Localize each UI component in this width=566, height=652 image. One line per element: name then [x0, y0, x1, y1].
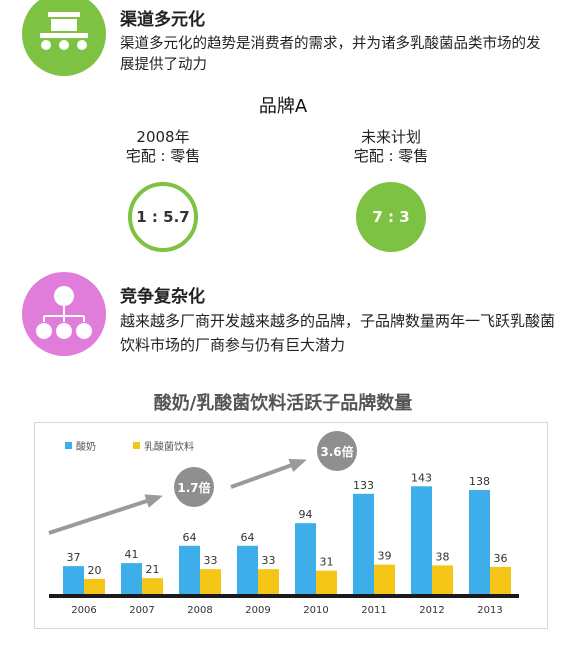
growth-arrow-1-head	[144, 494, 163, 508]
chart-title: 酸奶/乳酸菌饮料活跃子品牌数量	[153, 393, 413, 414]
bar-drink	[258, 569, 279, 594]
bar-value-label: 37	[67, 551, 81, 564]
org-tree-icon	[22, 272, 106, 356]
bar-value-label: 138	[469, 475, 490, 488]
bar-drink	[432, 565, 453, 594]
bar-value-label: 94	[299, 508, 313, 521]
ratio-label-channels: 宅配 : 零售	[353, 147, 429, 165]
x-tick-label: 2009	[245, 605, 270, 616]
bar-drink	[142, 578, 163, 594]
bar-yogurt	[411, 486, 432, 594]
section-channel-body: 渠道多元化的趋势是消费者的需求，并为诸多乳酸菌品类市场的发展提供了动力	[120, 36, 541, 73]
legend-swatch	[65, 442, 72, 449]
x-tick-label: 2008	[187, 605, 212, 616]
section-compete: 竞争复杂化 越来越多厂商开发越来越多的品牌，子品牌数量两年一飞跃乳酸菌饮料市场的…	[0, 272, 566, 372]
section-compete-body: 越来越多厂商开发越来越多的品牌，子品牌数量两年一飞跃乳酸菌饮料市场的厂商参与仍有…	[120, 312, 556, 354]
bar-value-label: 64	[241, 531, 255, 544]
bar-drink	[84, 578, 105, 594]
growth-arrow-2-head	[288, 458, 307, 472]
store-cart-icon	[22, 0, 106, 76]
bar-yogurt	[469, 490, 490, 594]
bar-value-label: 133	[353, 479, 374, 492]
x-tick-label: 2010	[303, 605, 328, 616]
bar-chart: 酸奶 乳酸菌饮料 1.7倍 3.6倍 37 20 2006 41 21 2007 64 33 2008 6…	[34, 422, 548, 629]
x-tick-label: 2013	[477, 605, 502, 616]
brand-title: 品牌A	[258, 96, 308, 117]
bar-value-label: 21	[146, 563, 160, 576]
x-tick-label: 2006	[71, 605, 96, 616]
bar-value-label: 36	[494, 552, 508, 565]
legend-swatch	[133, 442, 140, 449]
ratio-future: 未来计划 宅配 : 零售 7 : 3	[321, 128, 461, 252]
ratio-label-year: 2008年	[136, 128, 190, 146]
bar-value-label: 143	[411, 471, 432, 484]
bar-yogurt	[237, 545, 258, 594]
ratio-label-plan: 未来计划	[360, 128, 421, 146]
multiplier-badge	[174, 467, 214, 507]
x-tick-label: 2012	[419, 605, 444, 616]
multiplier-label: 1.7倍	[177, 480, 210, 495]
bar-value-label: 64	[183, 531, 197, 544]
bar-yogurt	[295, 523, 316, 594]
bar-value-label: 41	[125, 548, 139, 561]
ratio-2008: 2008年 宅配 : 零售 1 : 5.7	[93, 128, 233, 252]
ratio-label-channels: 宅配 : 零售	[125, 147, 201, 165]
multiplier-badge	[317, 431, 357, 471]
bar-yogurt	[63, 566, 84, 594]
bar-drink	[490, 566, 511, 594]
bar-yogurt	[121, 563, 142, 594]
chart-canvas: 酸奶 乳酸菌饮料 1.7倍 3.6倍 37 20 2006 41 21 2007 64 33 2008 6…	[48, 431, 519, 616]
bar-value-label: 33	[204, 554, 218, 567]
x-tick-label: 2011	[361, 605, 386, 616]
growth-arrow-1	[48, 495, 160, 535]
x-axis-baseline	[49, 594, 519, 598]
bar-yogurt	[179, 545, 200, 594]
bar-value-label: 39	[378, 550, 392, 563]
section-channel: 渠道多元化 渠道多元化的趋势是消费者的需求，并为诸多乳酸菌品类市场的发展提供了动…	[0, 0, 566, 90]
multiplier-label: 3.6倍	[320, 444, 353, 459]
legend-label: 酸奶	[76, 440, 96, 453]
legend-label: 乳酸菌饮料	[144, 440, 194, 453]
ratio-circle-future: 7 : 3	[356, 182, 426, 252]
section-compete-title: 竞争复杂化	[120, 287, 205, 307]
section-channel-title: 渠道多元化	[120, 10, 205, 30]
bar-value-label: 33	[262, 554, 276, 567]
x-tick-label: 2007	[129, 605, 154, 616]
bar-drink	[374, 564, 395, 594]
bar-value-label: 20	[88, 564, 102, 577]
bar-yogurt	[353, 493, 374, 594]
bar-value-label: 38	[436, 550, 450, 563]
ratio-circle-2008: 1 : 5.7	[128, 182, 198, 252]
bar-drink	[200, 569, 221, 594]
bar-value-label: 31	[320, 556, 334, 569]
bar-drink	[316, 570, 337, 594]
